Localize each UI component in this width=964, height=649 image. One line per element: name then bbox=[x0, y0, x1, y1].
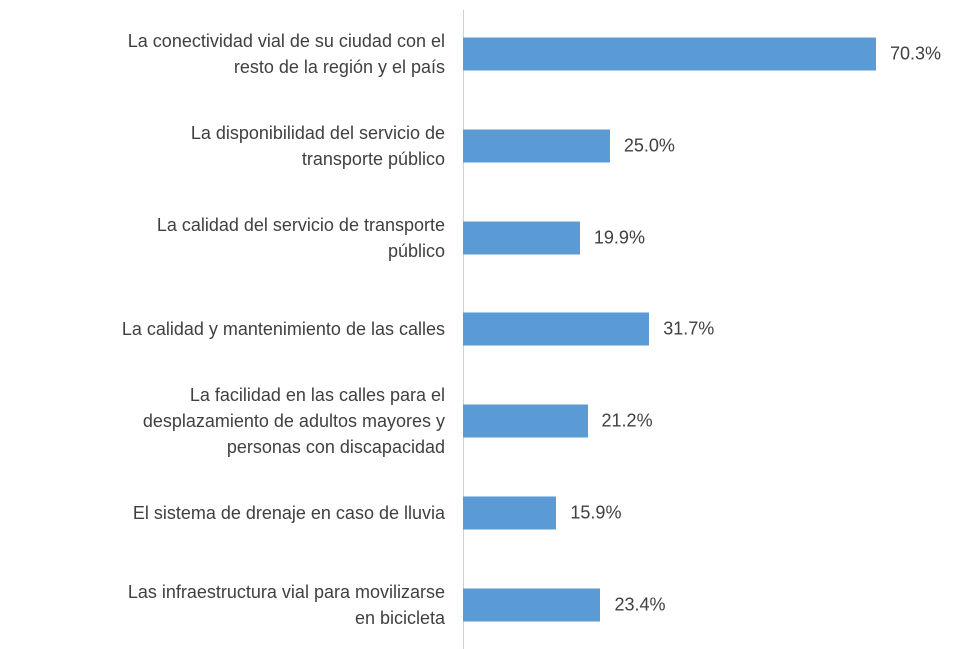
bar bbox=[463, 37, 876, 71]
category-label: La facilidad en las calles para el despl… bbox=[142, 385, 445, 458]
value-label: 15.9% bbox=[570, 502, 622, 523]
value-label: 25.0% bbox=[623, 135, 675, 156]
value-label: 23.4% bbox=[614, 594, 666, 615]
bar bbox=[463, 312, 650, 346]
value-label: 21.2% bbox=[601, 410, 653, 431]
category-label: La disponibilidad del servicio de transp… bbox=[190, 122, 445, 169]
category-label: Las infraestructura vial para movilizars… bbox=[127, 581, 445, 628]
category-label: La calidad del servicio de transporte pú… bbox=[156, 214, 445, 261]
value-label: 19.9% bbox=[593, 227, 645, 248]
bar bbox=[463, 404, 588, 438]
bar bbox=[463, 588, 601, 622]
category-label: La calidad y mantenimiento de las calles bbox=[121, 319, 445, 340]
value-label: 31.7% bbox=[663, 318, 715, 339]
bar bbox=[463, 221, 580, 255]
value-label: 70.3% bbox=[890, 43, 942, 64]
bar bbox=[463, 129, 610, 163]
category-label: La conectividad vial de su ciudad con el… bbox=[127, 31, 445, 77]
category-label: El sistema de drenaje en caso de lluvia bbox=[132, 503, 445, 523]
bar bbox=[463, 496, 557, 530]
